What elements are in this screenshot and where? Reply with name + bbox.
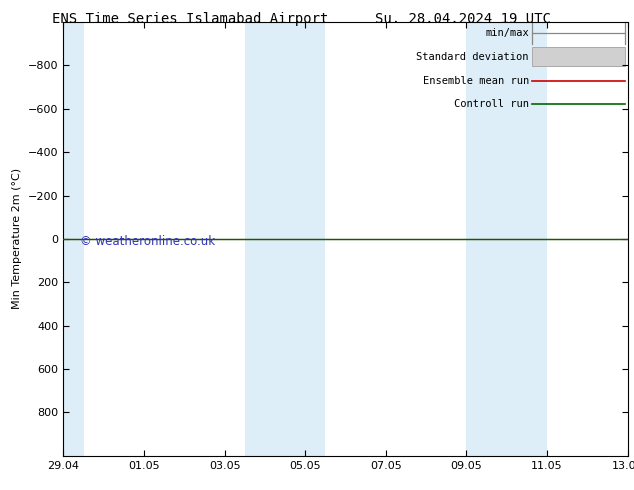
Y-axis label: Min Temperature 2m (°C): Min Temperature 2m (°C) [13, 168, 22, 310]
Text: Su. 28.04.2024 19 UTC: Su. 28.04.2024 19 UTC [375, 12, 551, 26]
Text: © weatheronline.co.uk: © weatheronline.co.uk [81, 235, 216, 247]
Bar [467, 22, 547, 456]
Bar [63, 22, 84, 456]
Text: Ensemble mean run: Ensemble mean run [423, 75, 529, 86]
FancyBboxPatch shape [532, 47, 625, 67]
Bar [245, 22, 325, 456]
Text: ENS Time Series Islamabad Airport: ENS Time Series Islamabad Airport [52, 12, 328, 26]
Text: Controll run: Controll run [454, 99, 529, 109]
Text: min/max: min/max [485, 28, 529, 38]
Text: Standard deviation: Standard deviation [417, 52, 529, 62]
